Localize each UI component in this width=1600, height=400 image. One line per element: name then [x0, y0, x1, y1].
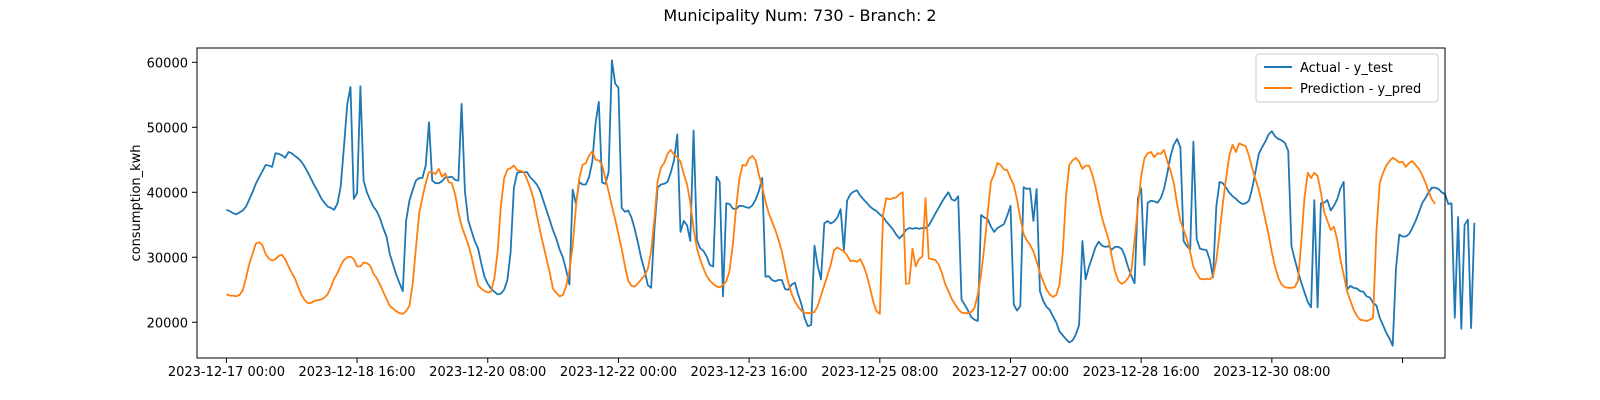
x-tick-label: 2023-12-18 16:00 [299, 365, 416, 380]
series-line-prediction [226, 142, 1436, 322]
x-tick-label: 2023-12-30 08:00 [1213, 365, 1330, 380]
x-tick-label: 2023-12-17 00:00 [168, 365, 285, 380]
legend: Actual - y_test Prediction - y_pred [1255, 53, 1439, 103]
plot-frame [196, 47, 1446, 359]
x-tick-label: 2023-12-20 08:00 [429, 365, 546, 380]
legend-box [1255, 53, 1439, 103]
y-axis-label: consumption_kwh [129, 144, 144, 261]
x-tick-label: 2023-12-28 16:00 [1083, 365, 1200, 380]
y-tick-label: 20000 [147, 316, 188, 331]
y-tick-label: 50000 [147, 121, 188, 136]
x-tick-label: 2023-12-25 08:00 [821, 365, 938, 380]
series-line-actual [226, 59, 1476, 347]
y-tick-label: 40000 [147, 186, 188, 201]
chart-title: Municipality Num: 730 - Branch: 2 [663, 6, 937, 25]
y-tick-label: 60000 [147, 56, 188, 71]
y-tick-label: 30000 [147, 251, 188, 266]
x-tick-label: 2023-12-27 00:00 [952, 365, 1069, 380]
x-tick-label: 2023-12-23 16:00 [691, 365, 808, 380]
legend-label-prediction: Prediction - y_pred [1300, 82, 1421, 97]
legend-label-actual: Actual - y_test [1300, 61, 1393, 76]
x-tick-label: 2023-12-22 00:00 [560, 365, 677, 380]
